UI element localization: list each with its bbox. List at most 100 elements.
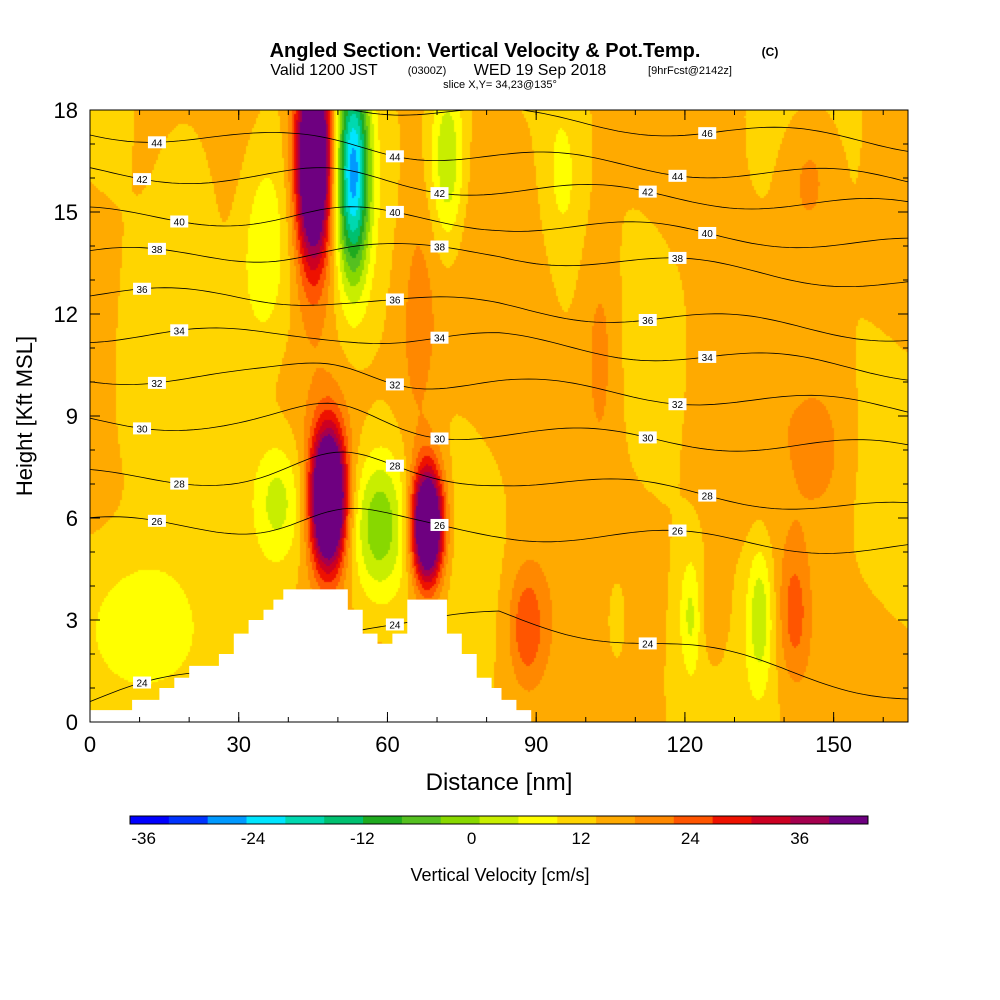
contour-label-bg <box>385 205 404 218</box>
contour-label-bg <box>430 187 449 200</box>
contour-label-bg <box>133 422 152 435</box>
contour-label-bg <box>133 282 152 295</box>
chart-title-tag: (C) <box>762 45 779 59</box>
contour-label-bg <box>385 293 404 306</box>
contour-label: 26 <box>151 517 163 528</box>
y-tick-label: 15 <box>54 200 78 225</box>
contour-label-bg <box>430 518 449 531</box>
contour-label: 28 <box>174 480 186 491</box>
colorbar-swatch <box>168 816 209 824</box>
chart-title: Angled Section: Vertical Velocity & Pot.… <box>270 40 701 62</box>
contour-label: 34 <box>702 353 714 364</box>
colorbar-swatch <box>324 816 364 824</box>
contour-label-bg <box>638 185 657 198</box>
contour-label-bg <box>133 676 152 689</box>
contour-label-bg <box>147 136 166 149</box>
contour-label-bg <box>170 215 189 228</box>
contour-label-bg <box>385 378 404 391</box>
colorbar-swatch <box>751 816 791 824</box>
contour-label: 38 <box>151 245 163 256</box>
theta-contour-line <box>90 132 908 183</box>
theta-contour-line <box>90 287 908 342</box>
contour-label-bg <box>668 169 687 182</box>
contour-label-bg <box>638 314 657 327</box>
colorbar-swatch <box>285 816 325 824</box>
contour-label: 36 <box>136 285 148 296</box>
colorbar-tick-label: 24 <box>681 829 700 848</box>
colorbar-swatch <box>712 816 752 824</box>
contour-label-bg <box>170 324 189 337</box>
colorbar-tick-label: 0 <box>467 829 476 848</box>
contour-label-bg <box>668 251 687 264</box>
colorbar-swatch <box>363 816 403 824</box>
x-tick-label: 150 <box>815 732 852 757</box>
contour-label: 34 <box>174 326 186 337</box>
contour-label: 24 <box>136 679 148 690</box>
colorbar-label: Vertical Velocity [cm/s] <box>410 865 589 885</box>
contour-label: 44 <box>151 138 163 149</box>
contour-label-bg <box>385 618 404 631</box>
y-tick-label: 3 <box>66 608 78 633</box>
contour-labels: 24 24 24 26 26 26 28 28 28 30 30 30 32 32 32 34 34 34 36 36… <box>133 127 717 690</box>
forecast-tag: [9hrFcst@2142z] <box>648 65 732 77</box>
contour-label: 40 <box>702 229 714 240</box>
contour-label: 34 <box>434 334 446 345</box>
contour-label: 42 <box>136 175 148 186</box>
x-tick-label: 60 <box>375 732 399 757</box>
theta-contour-line <box>90 451 908 510</box>
theta-contour-line <box>90 327 908 381</box>
y-tick-label: 6 <box>66 506 78 531</box>
contour-label-bg <box>430 240 449 253</box>
contour-label: 40 <box>389 208 401 219</box>
contour-label: 38 <box>672 254 684 265</box>
y-tick-label: 9 <box>66 404 78 429</box>
colorbar-swatch <box>130 816 170 824</box>
theta-contours <box>90 110 908 702</box>
y-axis-label: Height [Kft MSL] <box>12 336 37 496</box>
colorbar-tick-label: 36 <box>790 829 809 848</box>
x-tick-label: 90 <box>524 732 548 757</box>
colorbar-swatch <box>246 816 286 824</box>
colorbar-tick-label: -12 <box>350 829 375 848</box>
theta-contour-line <box>349 110 908 152</box>
contour-label: 30 <box>136 424 148 435</box>
x-tick-label: 0 <box>84 732 96 757</box>
contour-label: 32 <box>151 379 163 390</box>
x-axis-ticks: 0 30 60 90 120 150 <box>84 110 884 757</box>
colorbar-swatch <box>207 816 248 824</box>
colorbar-swatch <box>401 816 442 824</box>
contour-label: 40 <box>174 218 186 229</box>
contour-label-bg <box>638 431 657 444</box>
colorbar-swatch <box>673 816 714 824</box>
contour-label-bg <box>698 489 717 502</box>
colorbar-frame <box>129 815 869 825</box>
theta-contour-line <box>90 243 908 287</box>
contour-label: 32 <box>672 400 684 411</box>
colorbar-swatch <box>557 816 597 824</box>
contour-label: 46 <box>702 129 714 140</box>
colorbar-tick-label: 12 <box>572 829 591 848</box>
contour-label-bg <box>430 432 449 445</box>
contour-label: 44 <box>389 152 401 163</box>
slice-info: slice X,Y= 34,23@135° <box>443 79 557 91</box>
y-tick-label: 12 <box>54 302 78 327</box>
velocity-heatmap <box>90 110 908 722</box>
contour-label: 44 <box>672 172 684 183</box>
contour-label-bg <box>385 459 404 472</box>
contour-label: 36 <box>642 316 654 327</box>
contour-label: 24 <box>389 620 401 631</box>
theta-contour-line <box>90 206 908 249</box>
contour-label: 28 <box>702 492 714 503</box>
contour-label-bg <box>698 350 717 363</box>
contour-label: 26 <box>672 527 684 538</box>
colorbar-swatch <box>479 816 519 824</box>
theta-contour-line <box>90 402 908 452</box>
colorbar-swatch <box>634 816 675 824</box>
contour-label: 32 <box>389 380 401 391</box>
contour-label-bg <box>698 226 717 239</box>
contour-label-bg <box>147 376 166 389</box>
colorbar-tick-label: -24 <box>241 829 266 848</box>
colorbar-tick-label: -36 <box>131 829 156 848</box>
